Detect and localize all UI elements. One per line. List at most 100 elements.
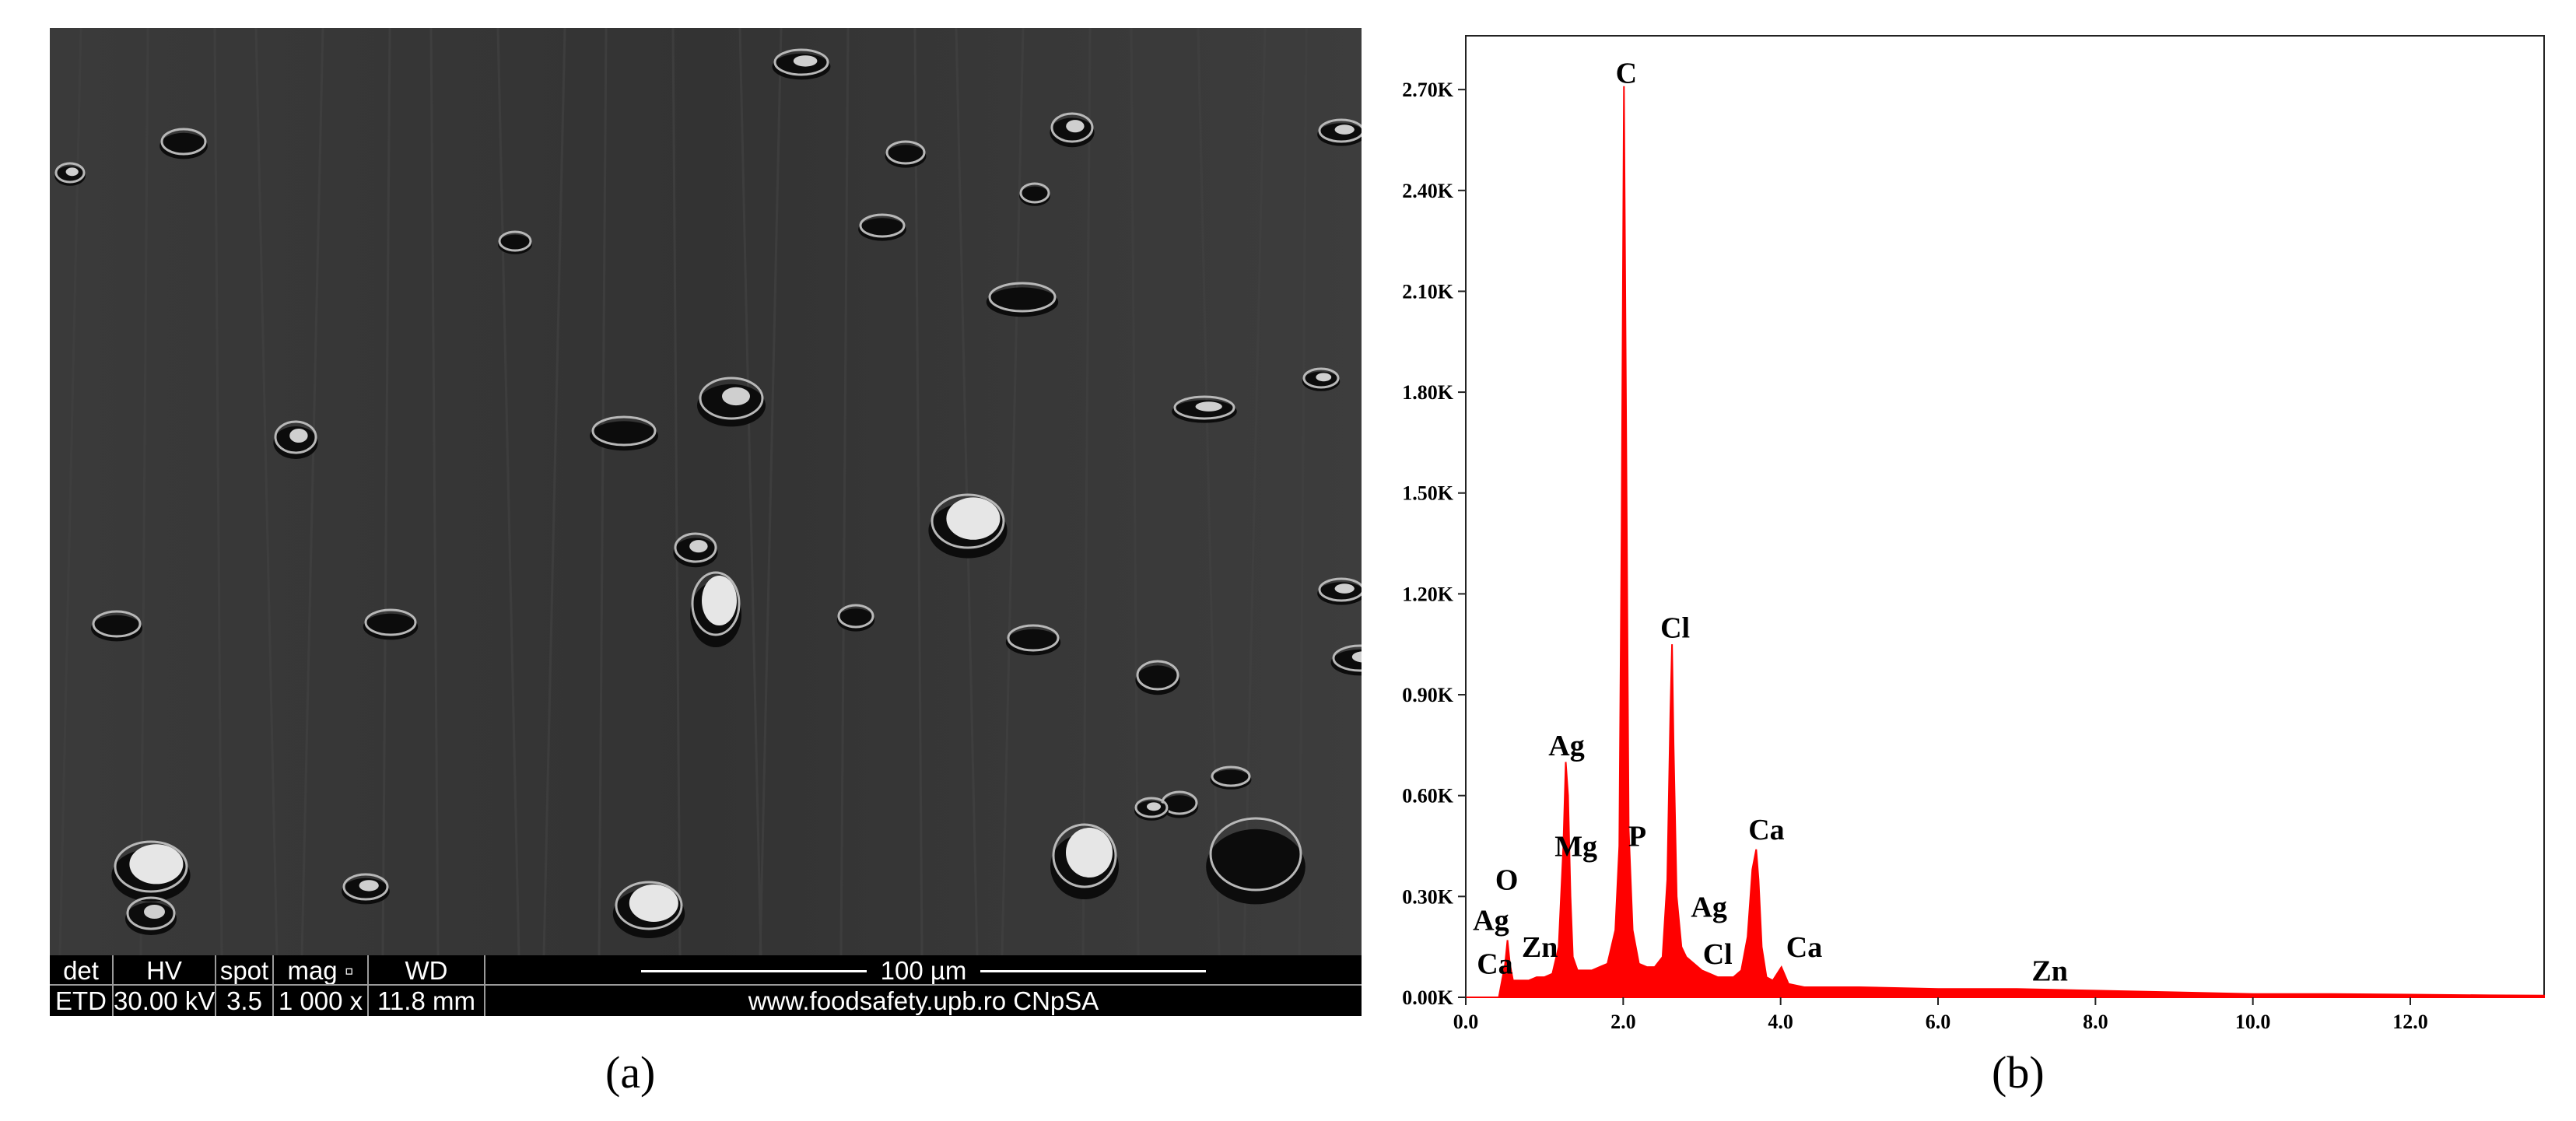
peak-label-ag: Ag	[1548, 730, 1584, 762]
sem-particle	[1316, 373, 1332, 382]
sem-particle	[1334, 583, 1355, 594]
sem-texture-streak	[955, 28, 979, 955]
y-tick-label: 0.00K	[1402, 986, 1454, 1009]
y-tick-label: 1.50K	[1402, 482, 1454, 505]
scale-bar-label: 100 µm	[866, 956, 981, 984]
sem-particle	[702, 576, 737, 625]
sem-particle	[793, 55, 818, 67]
x-tick-label: 2.0	[1610, 1011, 1636, 1033]
info-value-mag: 1 000 x	[274, 986, 369, 1016]
sem-particle	[129, 844, 184, 885]
sem-pore-rim	[274, 420, 317, 454]
sem-pore-rim	[1007, 624, 1060, 652]
peak-label-ca: Ca	[1477, 948, 1512, 981]
sem-pore-rim	[674, 532, 717, 563]
info-header-spot: spot	[216, 955, 274, 986]
peak-label-c: C	[1616, 58, 1637, 90]
sem-texture-streak	[254, 28, 279, 955]
sem-pore-rim	[1318, 577, 1362, 602]
y-tick-label: 0.90K	[1402, 684, 1454, 706]
sem-pore-rim	[591, 415, 657, 447]
sem-particle	[359, 880, 379, 892]
sem-pore-rim	[1019, 182, 1050, 204]
sem-pore-rim	[1302, 367, 1340, 389]
sem-particle	[629, 885, 678, 922]
sem-texture-streak	[1242, 28, 1267, 955]
peak-label-ca: Ca	[1748, 814, 1784, 846]
sem-pore-rim	[773, 48, 829, 76]
info-value-det: ETD	[50, 986, 114, 1016]
sem-texture-streak	[1001, 28, 1025, 955]
sem-pore-rim	[126, 896, 176, 930]
sem-pore-rim	[988, 282, 1057, 313]
peak-label-mg: Mg	[1554, 830, 1597, 863]
sem-info-bar: det HV spot mag ▫ WD ETD 30.00 kV 3.5 1 …	[50, 955, 1362, 1016]
y-tick-label: 1.20K	[1402, 583, 1454, 605]
panel-label-b: (b)	[1992, 1047, 2045, 1098]
info-header-det: det	[50, 955, 114, 986]
sem-pore-rim	[342, 873, 389, 901]
sem-pore-rim	[931, 493, 1005, 549]
sem-micrograph-panel: det HV spot mag ▫ WD ETD 30.00 kV 3.5 1 …	[50, 28, 1362, 1016]
sem-texture-streak	[213, 28, 223, 955]
sem-pore-rim	[859, 213, 906, 238]
info-header-wd: WD	[369, 955, 485, 986]
sem-texture-streak	[139, 28, 149, 955]
sem-texture-streak	[738, 28, 762, 955]
peak-label-zn: Zn	[1522, 931, 1558, 964]
sem-pore-rim	[885, 140, 926, 165]
sem-particle	[289, 429, 308, 443]
peak-label-p: P	[1628, 821, 1646, 853]
y-tick-label: 2.40K	[1402, 180, 1454, 202]
sem-pore-rim	[1134, 797, 1169, 818]
y-tick-label: 2.10K	[1402, 280, 1454, 303]
peak-label-o: O	[1495, 864, 1519, 897]
sem-particle	[1351, 651, 1362, 663]
sem-pore-rim	[691, 571, 741, 636]
sem-texture-streak	[598, 28, 608, 955]
x-tick-label: 10.0	[2235, 1011, 2271, 1033]
info-value-wd: 11.8 mm	[369, 986, 485, 1016]
sem-texture-streak	[496, 28, 520, 955]
peak-label-cl: Cl	[1703, 938, 1733, 971]
y-tick-label: 0.30K	[1402, 885, 1454, 908]
sem-pore-rim	[1173, 395, 1235, 420]
peak-label-cl: Cl	[1660, 612, 1690, 645]
sem-texture-streak	[913, 28, 924, 955]
sem-pore-rim	[1318, 118, 1362, 143]
x-tick-label: 12.0	[2392, 1011, 2428, 1033]
sem-texture-streak	[839, 28, 850, 955]
x-tick-label: 6.0	[1926, 1011, 1951, 1033]
info-value-hv: 30.00 kV	[114, 986, 216, 1016]
x-tick-label: 0.0	[1453, 1011, 1479, 1033]
sem-particle	[144, 905, 165, 919]
sem-particle	[1147, 802, 1161, 811]
sem-texture-streak	[381, 28, 391, 955]
sem-texture-streak	[300, 28, 324, 955]
sem-pore-rim	[837, 604, 874, 629]
sem-pore-rim	[54, 162, 86, 184]
sem-texture-streak	[1130, 28, 1140, 955]
sem-texture-streak	[1081, 28, 1092, 955]
sem-particle	[722, 387, 750, 406]
panel-label-a: (a)	[605, 1047, 656, 1098]
sem-pore-rim	[1136, 660, 1179, 691]
sem-particle	[1066, 120, 1085, 133]
sem-texture-streak	[671, 28, 682, 955]
sem-credit: www.foodsafety.upb.ro CNpSA	[748, 986, 1099, 1015]
sem-pore-rim	[1332, 644, 1362, 672]
sem-pore-rim	[498, 230, 532, 252]
sem-particle	[1334, 124, 1355, 135]
sem-texture-streak	[429, 28, 440, 955]
sem-pore-rim	[1209, 817, 1302, 892]
sem-pore-rim	[92, 610, 142, 638]
sem-pore-shadow	[986, 287, 1059, 317]
sem-pore-rim	[1211, 765, 1251, 787]
spectrum-series-0	[1466, 86, 2545, 998]
sem-particle	[1066, 828, 1113, 878]
sem-micrograph-image	[50, 28, 1362, 955]
sem-pore-rim	[160, 128, 207, 156]
peak-label-ag: Ag	[1473, 905, 1509, 937]
sem-particle	[65, 167, 79, 177]
scale-bar: 100 µm	[485, 955, 1362, 986]
